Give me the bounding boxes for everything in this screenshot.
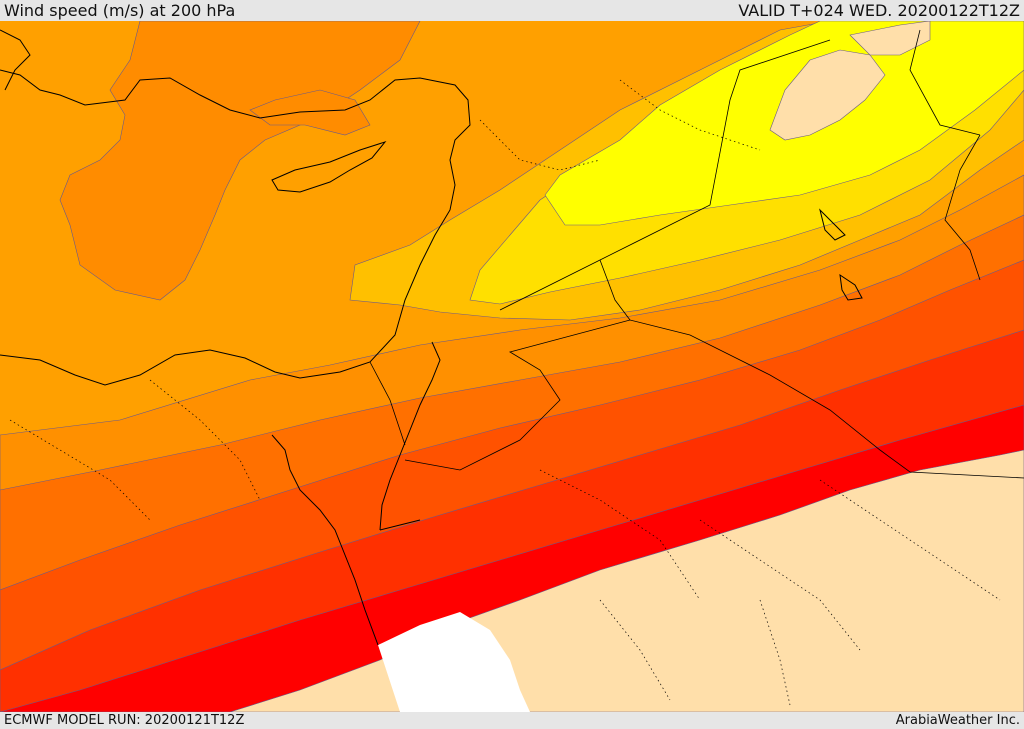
light-patch-ne2 (849, 21, 931, 56)
province-lines (9, 79, 1001, 706)
light-patch-ne (769, 49, 886, 141)
footer-bar: ECMWF MODEL RUN: 20200121T12Z ArabiaWeat… (0, 712, 1024, 729)
borders (369, 29, 1024, 479)
credit: ArabiaWeather Inc. (895, 713, 1020, 728)
map-title: Wind speed (m/s) at 200 hPa (4, 1, 236, 20)
white-area (378, 612, 530, 712)
wind-speed-map (0, 21, 1024, 712)
band-orange-patch (249, 89, 371, 136)
valid-time: VALID T+024 WED. 20200122T12Z (738, 1, 1020, 20)
title-bar: Wind speed (m/s) at 200 hPa VALID T+024 … (0, 0, 1024, 21)
map-area[interactable] (0, 21, 1024, 712)
coastlines (0, 29, 863, 646)
model-run: ECMWF MODEL RUN: 20200121T12Z (4, 713, 245, 728)
